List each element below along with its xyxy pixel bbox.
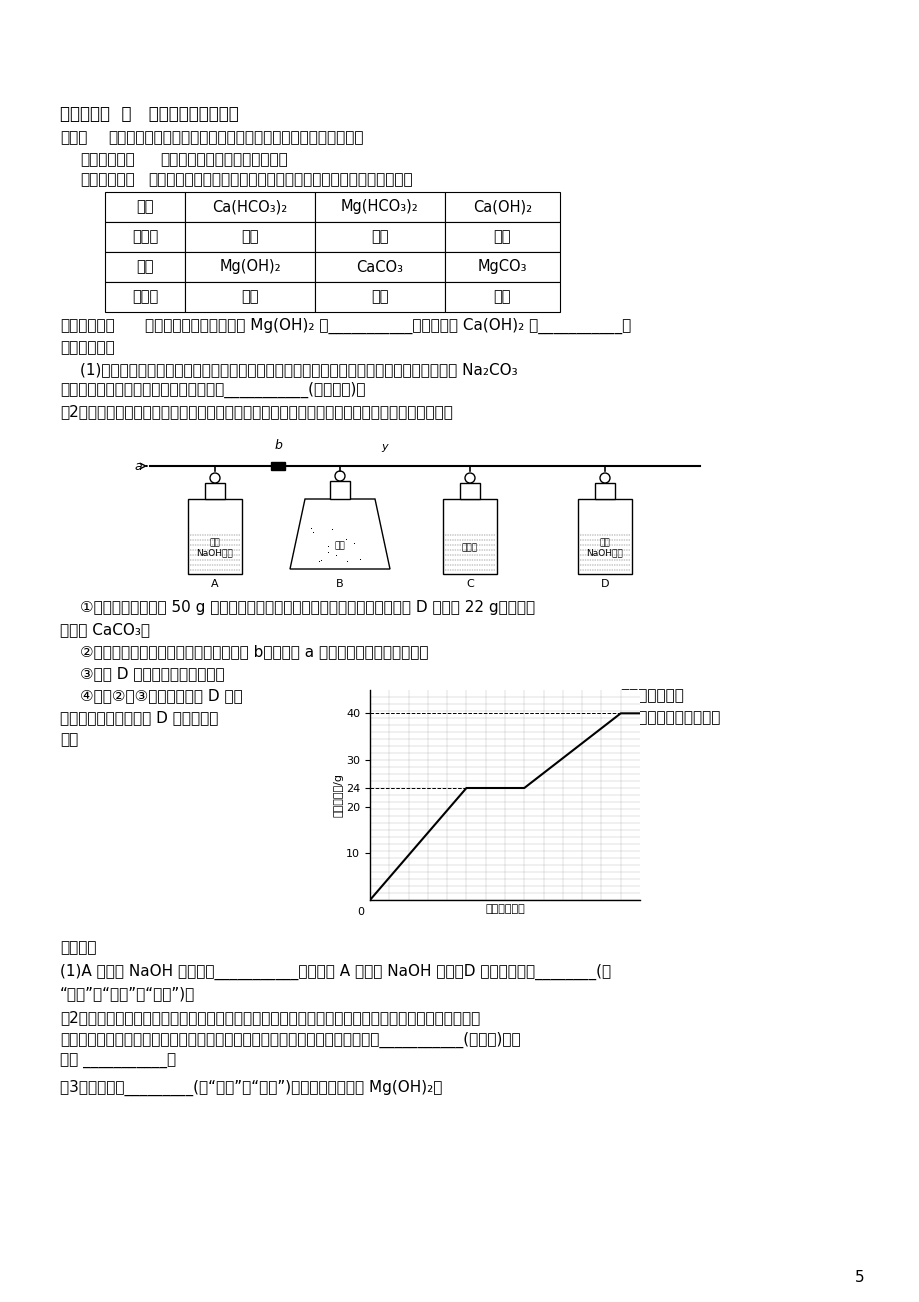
Bar (105, 253, 185, 283)
Bar (314, 223, 445, 253)
Text: 考题四: 考题四 (60, 130, 87, 145)
Text: 量相同，则相对分子质量小者放出的气体多。分析曲线图可知：水垃中一定含有___________(化学式)，理: 量相同，则相对分子质量小者放出的气体多。分析曲线图可知：水垃中一定含有_____… (60, 1032, 520, 1048)
Bar (445, 223, 560, 253)
Text: 探究水壶内部水垃的主要成分。: 探究水壶内部水垃的主要成分。 (160, 152, 288, 167)
Text: 不溶: 不溶 (241, 289, 258, 305)
Text: 溶液。如果没有白色沉淠，说明水垃中无___________(填化学式)。: 溶液。如果没有白色沉淠，说明水垃中无___________(填化学式)。 (60, 381, 365, 398)
Text: 水垃的主要成分一定含有 Mg(OH)₂ 和___________，可能含有 Ca(OH)₂ 和___________。: 水垃的主要成分一定含有 Mg(OH)₂ 和___________，可能含有 Ca… (145, 318, 630, 335)
Text: 水垃: 水垃 (335, 542, 345, 551)
Text: Mg(OH)₂: Mg(OH)₂ (219, 259, 280, 275)
Text: 【设计方案】: 【设计方案】 (60, 340, 115, 355)
Bar (105, 191, 185, 223)
Bar (577, 499, 631, 574)
Text: 【评价】: 【评价】 (60, 940, 96, 954)
Text: 物质质量不变。: 物质质量不变。 (619, 687, 683, 703)
Text: 【提出猜想】: 【提出猜想】 (60, 318, 115, 333)
Text: （2，乙同学设计了下列实验装置，进一步确定水垃中含有碳酸盐的成分。其主要实验步骤如下：: （2，乙同学设计了下列实验装置，进一步确定水垃中含有碳酸盐的成分。其主要实验步骤… (60, 404, 452, 419)
Circle shape (335, 471, 345, 480)
Text: A: A (211, 579, 219, 589)
Text: B: B (335, 579, 344, 589)
Text: Ca(OH)₂: Ca(OH)₂ (472, 199, 531, 215)
Text: (1)A 瓶中的 NaOH 溶液起到___________作用。若 A 瓶中无 NaOH 溶液，D 瓶中的质量将________(填: (1)A 瓶中的 NaOH 溶液起到___________作用。若 A 瓶中无 … (60, 963, 610, 980)
Text: 5: 5 (855, 1269, 864, 1285)
Text: 通过查阅资料知道，天然水和水垃所含的物质及其溶解性如下表：: 通过查阅资料知道，天然水和水垃所含的物质及其溶解性如下表： (148, 172, 413, 187)
Y-axis label: 增加的质量/g: 增加的质量/g (333, 773, 343, 816)
Bar (185, 223, 314, 253)
Text: 微溶: 微溶 (494, 289, 511, 305)
Text: “增大”、“不变”或“减小”)。: “增大”、“不变”或“减小”)。 (60, 986, 195, 1001)
Text: 饱和
NaOH溶液: 饱和 NaOH溶液 (197, 538, 233, 557)
Bar (330, 480, 349, 499)
Circle shape (599, 473, 609, 483)
Text: a: a (134, 460, 142, 473)
Bar (445, 191, 560, 223)
Text: Mg(HCO₃)₂: Mg(HCO₃)₂ (341, 199, 418, 215)
Text: 可溶: 可溶 (241, 229, 258, 245)
Text: 不溶: 不溶 (371, 289, 389, 305)
Text: D: D (600, 579, 608, 589)
Bar (185, 283, 314, 312)
Text: 0: 0 (357, 907, 363, 917)
Text: 饱和
NaOH溶液: 饱和 NaOH溶液 (586, 538, 623, 557)
Circle shape (210, 473, 220, 483)
Text: CaCO₃: CaCO₃ (357, 259, 403, 275)
Text: ②待锥形瓶中不再产生气泡时，打开活塞 b，从导管 a 处缓缓鼓入一定量的空气。: ②待锥形瓶中不再产生气泡时，打开活塞 b，从导管 a 处缓缓鼓入一定量的空气。 (80, 644, 428, 659)
Bar (314, 191, 445, 223)
Text: 由是 ___________。: 由是 ___________。 (60, 1055, 176, 1069)
Bar (460, 483, 480, 499)
Text: （3）以上实验_________(填“能够”或“不能”)检测出水垃中含有 Mg(OH)₂。: （3）以上实验_________(填“能够”或“不能”)检测出水垃中含有 Mg(… (60, 1079, 442, 1096)
Text: Ca(HCO₃)₂: Ca(HCO₃)₂ (212, 199, 288, 215)
Circle shape (464, 473, 474, 483)
Text: 微溶: 微溶 (494, 229, 511, 245)
Bar (187, 499, 242, 574)
Text: 【查阅资料】: 【查阅资料】 (80, 172, 134, 187)
Bar (314, 253, 445, 283)
Text: MgCO₃: MgCO₃ (477, 259, 527, 275)
Bar (185, 191, 314, 223)
Text: 请你参与某学习小组研究性学习的过程，并协助完成相关任务。: 请你参与某学习小组研究性学习的过程，并协助完成相关任务。 (108, 130, 363, 145)
Text: （2）一般情况下，两种不同金属形成的碳酸盐与足量盐酸反应时，若两金属的化合价相同、两种盐的质: （2）一般情况下，两种不同金属形成的碳酸盐与足量盐酸反应时，若两金属的化合价相同… (60, 1010, 480, 1025)
Text: 加质量的关系如图曲线所: 加质量的关系如图曲线所 (619, 710, 720, 725)
Text: b: b (274, 439, 281, 452)
Polygon shape (289, 499, 390, 569)
Text: 可溶: 可溶 (371, 229, 389, 245)
Text: C: C (466, 579, 473, 589)
Bar (443, 499, 496, 574)
Text: y: y (381, 441, 388, 452)
Text: ④重复②和③的操作，直至 D 瓶内: ④重复②和③的操作，直至 D 瓶内 (80, 687, 243, 703)
Text: 全部是 CaCO₃。: 全部是 CaCO₃。 (60, 622, 150, 637)
Bar (271, 462, 285, 470)
Text: 溶解性: 溶解性 (131, 289, 158, 305)
Bar (314, 283, 445, 312)
Text: 浓硫酸: 浓硫酸 (461, 543, 478, 552)
Text: 溶解性: 溶解性 (131, 229, 158, 245)
Bar (105, 283, 185, 312)
Text: 物质: 物质 (136, 259, 153, 275)
Bar (185, 253, 314, 283)
Text: 高频考点四  盐   常见的盐及重要用途: 高频考点四 盐 常见的盐及重要用途 (60, 105, 239, 122)
Text: 示：: 示： (60, 732, 78, 747)
Text: 【研究课题】: 【研究课题】 (80, 152, 134, 167)
Bar (105, 223, 185, 253)
Bar (594, 483, 615, 499)
Text: (1)甲同学在烧杯中放入少量研碎的水垃，加入适量蒸馏水充分搅拌，静置。取上层清液滴入 Na₂CO₃: (1)甲同学在烧杯中放入少量研碎的水垃，加入适量蒸馏水充分搅拌，静置。取上层清液… (80, 362, 517, 378)
X-axis label: 稀盐酸的体积: 稀盐酸的体积 (484, 904, 525, 914)
Bar (445, 253, 560, 283)
Text: 测量滴加稀盐酸体积与 D 瓶内物质增: 测量滴加稀盐酸体积与 D 瓶内物质增 (60, 710, 218, 725)
Bar (445, 283, 560, 312)
Text: 物质: 物质 (136, 199, 153, 215)
Bar (205, 483, 225, 499)
Text: ③称量 D 瓶内物质增加的质量。: ③称量 D 瓶内物质增加的质量。 (80, 667, 224, 681)
Text: ①按图组装付器，将 50 g 水垃试样放入锥形瓶中，逐滴加入足量稀盐酸。若 D 瓶增重 22 g，则水垃: ①按图组装付器，将 50 g 水垃试样放入锥形瓶中，逐滴加入足量稀盐酸。若 D … (80, 600, 535, 615)
